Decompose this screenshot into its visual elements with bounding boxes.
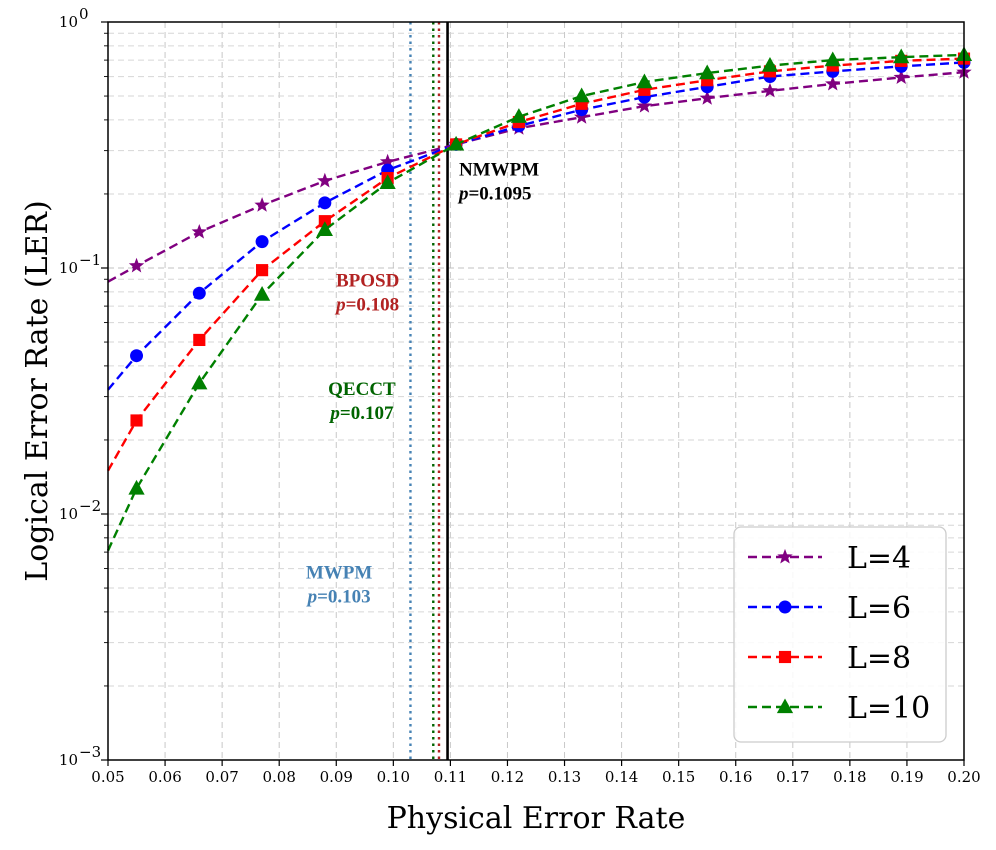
annotation-qecct-value: p=0.107: [328, 403, 394, 424]
y-tick-label: 10: [59, 13, 78, 31]
data-point-l6: [130, 349, 144, 363]
annotation-mwpm-value: p=0.103: [306, 586, 371, 607]
x-tick-label: 0.20: [947, 768, 980, 786]
annotation-nmwpm-p-symbol: p: [457, 183, 469, 204]
data-point-l10: [893, 48, 910, 64]
data-point-l10: [824, 51, 841, 67]
legend: L=4 L=6 L=8 L=10: [733, 526, 947, 743]
axis-ticks: 0.05 0.06 0.07 0.08 0.09 0.10 0.11 0.12 0.13 0.14…: [59, 5, 981, 786]
legend-label-l6: L=6: [847, 591, 911, 626]
annotation-nmwpm-p-value: =0.1095: [468, 183, 531, 204]
x-tick-label: 0.15: [662, 768, 695, 786]
x-tick-label: 0.09: [320, 768, 353, 786]
data-point-l4: [573, 109, 590, 124]
data-point-l4: [379, 153, 396, 169]
data-point-l10: [191, 374, 208, 390]
annotation-qecct-title: QECCT: [328, 379, 396, 400]
data-point-l4: [191, 223, 208, 239]
legend-box: [733, 526, 947, 743]
x-tick-label: 0.11: [434, 768, 467, 786]
data-point-l10: [761, 57, 779, 72]
data-point-l10: [253, 285, 271, 301]
data-point-l10: [573, 87, 590, 103]
threshold-lines: [409, 22, 449, 760]
data-point-l4: [636, 98, 653, 113]
x-tick-label: 0.16: [719, 768, 752, 786]
legend-marker-l6: [778, 600, 792, 614]
x-tick-label: 0.18: [833, 768, 866, 786]
data-point-l4: [254, 197, 270, 212]
y-tick-exponent: −1: [79, 251, 101, 269]
annotation-qecct-p-symbol: p: [328, 403, 340, 424]
x-tick-label: 0.12: [491, 768, 524, 786]
data-point-l8: [193, 333, 206, 347]
annotation-qecct-p-value: =0.107: [340, 403, 394, 424]
x-tick-label: 0.19: [890, 768, 923, 786]
x-tick-label: 0.08: [262, 768, 295, 786]
annotation-bposd-p-symbol: p: [334, 295, 346, 316]
y-axis-title: Logical Error Rate (LER): [20, 200, 55, 581]
series: [106, 46, 973, 552]
legend-label-l8: L=8: [847, 641, 911, 676]
data-point-l10: [379, 174, 396, 189]
legend-entry-l10: L=10: [748, 691, 930, 726]
annotation-bposd-value: p=0.108: [334, 295, 399, 316]
series-line-l10: [106, 53, 965, 552]
series-l10: [106, 46, 973, 552]
data-point-l10: [699, 64, 716, 80]
y-tick-exponent: −2: [79, 497, 101, 515]
legend-label-l4: L=4: [847, 541, 911, 576]
x-axis-title: Physical Error Rate: [387, 801, 686, 836]
x-tick-label: 0.10: [377, 768, 410, 786]
data-point-l8: [318, 215, 331, 228]
data-point-l4: [699, 90, 715, 105]
x-tick-label: 0.07: [205, 768, 238, 786]
x-tick-label: 0.06: [148, 768, 181, 786]
data-point-l10: [128, 479, 145, 495]
legend-label-l10: L=10: [847, 691, 930, 726]
data-point-l6: [255, 235, 269, 249]
data-point-l10: [636, 73, 653, 89]
data-point-l8: [130, 414, 143, 427]
data-point-l4: [762, 82, 778, 98]
y-tick-label: 10: [59, 505, 78, 523]
x-tick-label: 0.05: [91, 768, 124, 786]
data-point-l10: [316, 221, 333, 236]
threshold-annotations: MWPMp=0.103QECCTp=0.107BPOSDp=0.108NMWPM…: [306, 159, 540, 607]
data-point-l10: [510, 108, 528, 123]
data-point-l10: [447, 135, 465, 151]
y-tick-exponent: −3: [79, 743, 101, 761]
legend-entry-l6: L=6: [748, 591, 911, 626]
legend-marker-l10: [776, 698, 794, 714]
data-point-l4: [317, 172, 333, 188]
annotation-mwpm-p-value: =0.103: [317, 586, 371, 607]
annotation-bposd-title: BPOSD: [336, 271, 399, 292]
y-tick-label: 10: [59, 751, 78, 769]
legend-entry-l4: L=4: [748, 541, 911, 576]
data-point-l6: [318, 196, 332, 210]
data-point-l8: [256, 264, 269, 277]
data-point-l4: [825, 75, 841, 91]
data-point-l6: [192, 286, 206, 300]
data-point-l4: [128, 257, 145, 273]
annotation-bposd-p-value: =0.108: [346, 295, 400, 316]
legend-marker-l8: [778, 650, 792, 664]
legend-entry-l8: L=8: [748, 641, 911, 676]
data-point-l4: [893, 69, 909, 85]
annotation-mwpm-p-symbol: p: [306, 586, 318, 607]
y-tick-label: 10: [59, 259, 78, 277]
annotation-nmwpm-title: NMWPM: [459, 159, 539, 180]
legend-marker-l4: [777, 548, 793, 564]
x-tick-label: 0.17: [776, 768, 809, 786]
y-tick-exponent: 0: [79, 5, 89, 23]
plot-frame: [107, 21, 965, 761]
annotation-mwpm-title: MWPM: [306, 562, 373, 583]
annotation-nmwpm-value: p=0.1095: [457, 183, 532, 204]
x-tick-label: 0.13: [548, 768, 581, 786]
x-tick-label: 0.14: [605, 768, 638, 786]
